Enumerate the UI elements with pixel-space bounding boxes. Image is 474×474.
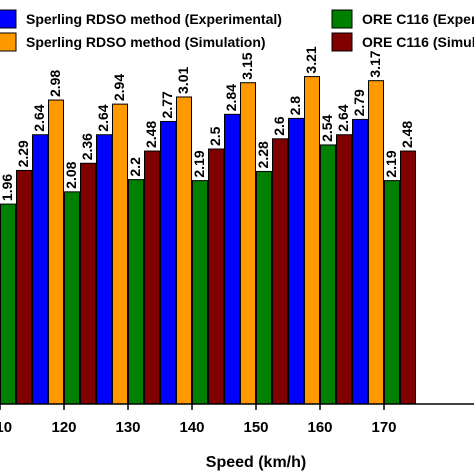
legend-label-s4: ORE C116 (Simulation) <box>362 34 474 50</box>
data-label-150-s4: 2.6 <box>271 116 287 136</box>
bar-160-s3 <box>320 144 336 405</box>
data-label-150-s3: 2.28 <box>255 141 271 168</box>
legend-swatch-s1 <box>0 9 17 29</box>
legend-label-s3: ORE C116 (Experimental) <box>362 11 474 27</box>
x-tick-label-140: 140 <box>179 419 204 436</box>
bar-130-s2 <box>112 103 128 405</box>
data-label-120-s1: 2.64 <box>31 104 47 131</box>
legend-label-s2: Sperling RDSO method (Simulation) <box>26 34 266 50</box>
x-tick-label-160: 160 <box>307 419 332 436</box>
bar-120-s4 <box>80 162 96 405</box>
legend-swatch-s4 <box>331 32 353 52</box>
bar-170-s3 <box>384 180 400 405</box>
legend-label-s1: Sperling RDSO method (Experimental) <box>26 11 282 27</box>
bar-140-s1 <box>160 120 176 405</box>
data-label-130-s3: 2.2 <box>127 157 143 177</box>
data-label-170-s2: 3.17 <box>367 50 383 77</box>
x-tick-label-120: 120 <box>51 419 76 436</box>
data-label-150-s1: 2.84 <box>223 84 239 111</box>
data-label-130-s2: 2.94 <box>111 74 127 101</box>
bar-140-s4 <box>208 148 224 405</box>
data-labels-layer: 2.62.911.962.292.642.982.082.362.642.942… <box>0 46 415 201</box>
data-label-130-s4: 2.48 <box>143 121 159 148</box>
bar-160-s2 <box>304 76 320 405</box>
bar-120-s2 <box>48 99 64 405</box>
bar-160-s1 <box>288 117 304 405</box>
bar-160-s4 <box>336 134 352 405</box>
bar-150-s1 <box>224 113 240 405</box>
legend-swatch-s2 <box>0 32 17 52</box>
data-label-110-s3: 1.96 <box>0 174 15 201</box>
data-label-160-s1: 2.8 <box>287 96 303 116</box>
bar-110-s4 <box>16 169 32 405</box>
bar-170-s2 <box>368 80 384 405</box>
x-tick-label-150: 150 <box>243 419 268 436</box>
data-label-160-s3: 2.54 <box>319 114 335 141</box>
bar-120-s1 <box>32 134 48 405</box>
bar-140-s3 <box>192 180 208 405</box>
data-label-140-s2: 3.01 <box>175 67 191 94</box>
data-label-160-s2: 3.21 <box>303 46 319 73</box>
data-label-130-s1: 2.64 <box>95 104 111 131</box>
bars-layer <box>0 76 416 405</box>
data-label-150-s2: 3.15 <box>239 52 255 79</box>
x-axis <box>0 403 474 410</box>
data-label-140-s3: 2.19 <box>191 150 207 177</box>
data-label-140-s4: 2.5 <box>207 126 223 146</box>
data-label-120-s2: 2.98 <box>47 70 63 97</box>
data-label-140-s1: 2.77 <box>159 91 175 118</box>
bar-130-s1 <box>96 134 112 405</box>
data-label-110-s4: 2.29 <box>15 140 31 167</box>
bar-120-s3 <box>64 191 80 405</box>
bar-110-s3 <box>0 203 16 405</box>
legend-swatch-s3 <box>331 9 353 29</box>
x-tick-label-130: 130 <box>115 419 140 436</box>
bar-150-s3 <box>256 170 272 405</box>
data-label-170-s1: 2.79 <box>351 89 367 116</box>
data-label-120-s4: 2.36 <box>79 133 95 160</box>
data-label-160-s4: 2.64 <box>335 104 351 131</box>
bar-150-s2 <box>240 82 256 405</box>
data-label-170-s3: 2.19 <box>383 150 399 177</box>
data-label-170-s4: 2.48 <box>399 121 415 148</box>
legend: Sperling RDSO method (Experimental) ORE C… <box>0 9 474 52</box>
x-tick-labels: 110 120 130 140 150 160 170 <box>0 419 397 436</box>
data-label-120-s3: 2.08 <box>63 161 79 188</box>
bar-130-s4 <box>144 150 160 405</box>
bar-170-s1 <box>352 118 368 405</box>
bar-130-s3 <box>128 179 144 405</box>
x-tick-label-110: 110 <box>0 419 12 436</box>
bar-140-s2 <box>176 96 192 405</box>
x-axis-title: Speed (km/h) <box>206 454 306 471</box>
bar-170-s4 <box>400 150 416 405</box>
x-tick-label-170: 170 <box>371 419 396 436</box>
bar-150-s4 <box>272 138 288 405</box>
